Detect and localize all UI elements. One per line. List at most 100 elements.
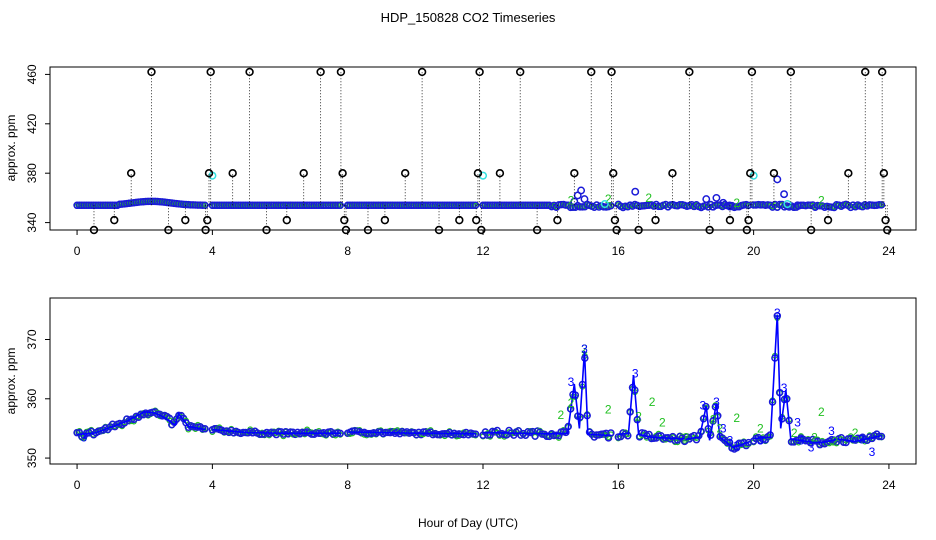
black-spike-point <box>472 215 481 225</box>
y-tick-label: 350 <box>25 448 39 468</box>
green-digit-label: 2 <box>605 192 612 206</box>
black-spike-point <box>181 215 190 225</box>
black-spike-point <box>228 168 237 178</box>
green-digit-label: 2 <box>733 196 740 210</box>
top-y-axis-label: approx. ppm <box>4 115 18 182</box>
black-spike-point <box>336 67 346 77</box>
black-spike-point <box>786 67 796 77</box>
blue-digit-label: 3 <box>581 342 588 356</box>
green-digit-label: 2 <box>733 411 740 425</box>
x-tick-label: 24 <box>882 478 896 492</box>
blue-digit-label: 3 <box>632 366 639 380</box>
baseline-blue-point <box>471 201 480 210</box>
black-spike-point <box>417 67 427 77</box>
black-spike-point <box>206 67 215 77</box>
blue-excursion-point <box>580 195 589 204</box>
black-spike-point <box>612 225 621 235</box>
top-panel: 340 380 420 460 0 4 8 12 16 20 24 2 2 2 2 2 approx. p… <box>4 64 917 258</box>
blue-series-line <box>347 431 477 435</box>
black-spike-point <box>725 215 735 225</box>
black-spike-point <box>363 225 373 235</box>
black-spike-point <box>434 225 444 235</box>
green-digit-label: 2 <box>710 413 717 427</box>
x-tick-label: 8 <box>344 244 351 258</box>
blue-digit-label: 3 <box>757 433 764 447</box>
x-tick-label: 0 <box>74 478 81 492</box>
black-spike-point <box>475 67 484 77</box>
x-tick-label: 24 <box>882 244 896 258</box>
bottom-y-axis-label: approx. ppm <box>4 348 18 415</box>
black-spike-point <box>340 215 349 225</box>
blue-digit-label: 3 <box>727 433 734 447</box>
blue-digit-label: 3 <box>781 381 788 395</box>
black-spike-point <box>877 67 887 77</box>
top-plot-area: 2 2 2 2 2 <box>73 67 892 235</box>
x-tick-label: 4 <box>209 478 216 492</box>
black-spike-point <box>282 215 291 225</box>
black-spike-point <box>844 168 853 178</box>
black-spike-point <box>587 67 596 77</box>
black-spike-point <box>823 215 833 225</box>
black-spike-point <box>516 67 525 77</box>
black-spike-point <box>299 168 308 178</box>
black-spike-point <box>668 168 677 178</box>
green-digit-label: 2 <box>557 408 564 422</box>
baseline-blue-point <box>198 201 207 209</box>
x-tick-label: 20 <box>747 478 761 492</box>
black-spike-point <box>634 225 643 235</box>
blue-excursion-point <box>577 186 586 195</box>
baseline-blue-point <box>336 201 344 210</box>
baseline-blue-point <box>877 201 886 209</box>
blue-digit-label: 3 <box>869 445 876 459</box>
black-spike-point <box>147 67 156 77</box>
green-digit-label: 2 <box>635 410 642 424</box>
black-spike-point <box>747 67 757 77</box>
x-tick-label: 8 <box>344 478 351 492</box>
black-spike-point <box>204 168 214 178</box>
black-spike-point <box>806 225 816 235</box>
green-digit-label: 2 <box>716 421 723 435</box>
blue-series-line <box>482 350 612 437</box>
black-spike-point <box>769 168 779 178</box>
blue-excursion-point <box>631 187 640 196</box>
black-spike-point <box>201 225 210 235</box>
black-spike-point <box>705 225 714 235</box>
black-spike-point <box>610 215 620 225</box>
black-spike-point <box>553 215 562 225</box>
blue-digit-label: 3 <box>713 395 720 409</box>
blue-digit-label: 3 <box>794 416 801 430</box>
y-tick-label: 360 <box>25 388 39 408</box>
black-spike-point <box>473 168 483 178</box>
black-spike-point <box>341 225 351 235</box>
black-spike-point <box>477 225 486 235</box>
black-spike-point <box>316 67 325 77</box>
black-spike-point <box>89 225 99 235</box>
bottom-x-axis: 0 4 8 12 16 20 24 <box>74 464 896 492</box>
blue-digit-label: 3 <box>798 433 805 447</box>
blue-excursion-point <box>725 202 734 211</box>
x-tick-label: 12 <box>476 478 490 492</box>
y-tick-label: 370 <box>25 329 39 349</box>
x-tick-label: 0 <box>74 244 81 258</box>
green-digit-label: 2 <box>568 193 575 207</box>
x-tick-label: 4 <box>209 244 216 258</box>
green-digit-label: 2 <box>818 193 825 207</box>
black-spike-point <box>164 225 173 235</box>
blue-series-line <box>212 428 341 434</box>
blue-excursion-point <box>702 195 711 204</box>
blue-point <box>433 430 442 439</box>
black-spike-point <box>607 67 616 77</box>
figure-title: HDP_150828 CO2 Timeseries <box>381 10 556 25</box>
x-tick-label: 16 <box>612 244 626 258</box>
blue-digit-label: 3 <box>808 440 815 454</box>
y-tick-label: 420 <box>25 113 39 133</box>
cyan-point <box>783 200 792 209</box>
blue-digit-label: 3 <box>720 421 727 435</box>
black-spike-point <box>245 67 254 77</box>
green-digit-label: 2 <box>831 434 838 448</box>
black-spike-point <box>110 215 119 225</box>
black-spike-point <box>126 168 136 178</box>
